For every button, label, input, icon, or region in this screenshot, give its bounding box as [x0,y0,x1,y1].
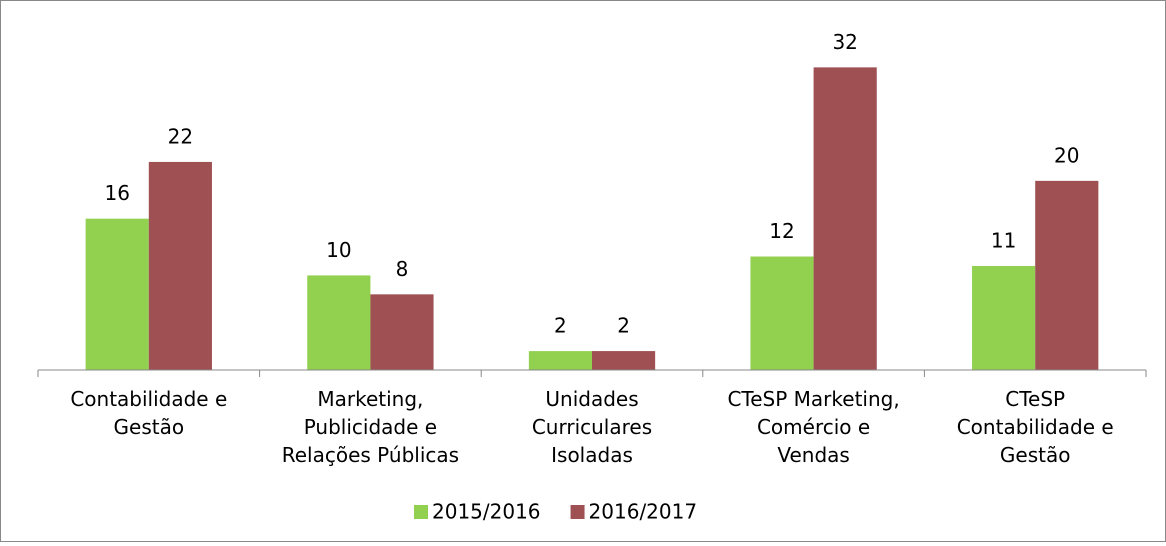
label-line: Vendas [777,443,849,467]
label-line: Gestão [114,415,185,439]
legend-label: 2015/2016 [432,500,541,524]
label-line: Relações Públicas [282,443,459,467]
label-line: Unidades [545,387,638,411]
bar [972,265,1036,370]
label-line: Comércio e [757,415,870,439]
x-tick-label: CTeSP Marketing, Comércio e Vendas [727,387,899,467]
legend-swatch [570,505,585,519]
label-line: CTeSP Marketing, [727,387,899,411]
value-label: 12 [769,219,794,243]
bar [528,351,592,370]
label-line: Contabilidade e [70,387,227,411]
label-line: Contabilidade e [957,415,1114,439]
legend-label: 2016/2017 [589,500,698,524]
bar [370,294,434,370]
value-label: 20 [1054,143,1079,167]
bar [1035,180,1099,370]
label-line: Gestão [1000,443,1071,467]
value-label: 32 [832,30,857,54]
bar [148,161,212,370]
bar [750,256,814,370]
bar [813,67,877,370]
x-tick-label: CTeSP Contabilidade e Gestão [957,387,1114,467]
value-label: 22 [168,124,193,148]
label-line: Publicidade e [304,415,437,439]
x-tick-label: Contabilidade e Gestão [70,387,227,439]
bar [307,275,371,370]
value-label: 8 [396,257,409,281]
x-tick-label: Marketing, Publicidade e Relações Públicas [282,387,459,467]
label-line: Curriculares [532,415,652,439]
x-tick-label: Unidades Curriculares Isoladas [532,387,652,467]
bar [85,218,149,370]
legend-swatch [414,505,428,519]
value-label: 16 [104,181,129,205]
label-line: CTeSP [1005,387,1065,411]
value-label: 11 [991,228,1016,252]
value-label: 2 [617,314,630,338]
bar [592,351,656,370]
value-label: 10 [326,238,351,262]
value-label: 2 [554,314,567,338]
label-line: Isoladas [551,443,633,467]
label-line: Marketing, [317,387,423,411]
